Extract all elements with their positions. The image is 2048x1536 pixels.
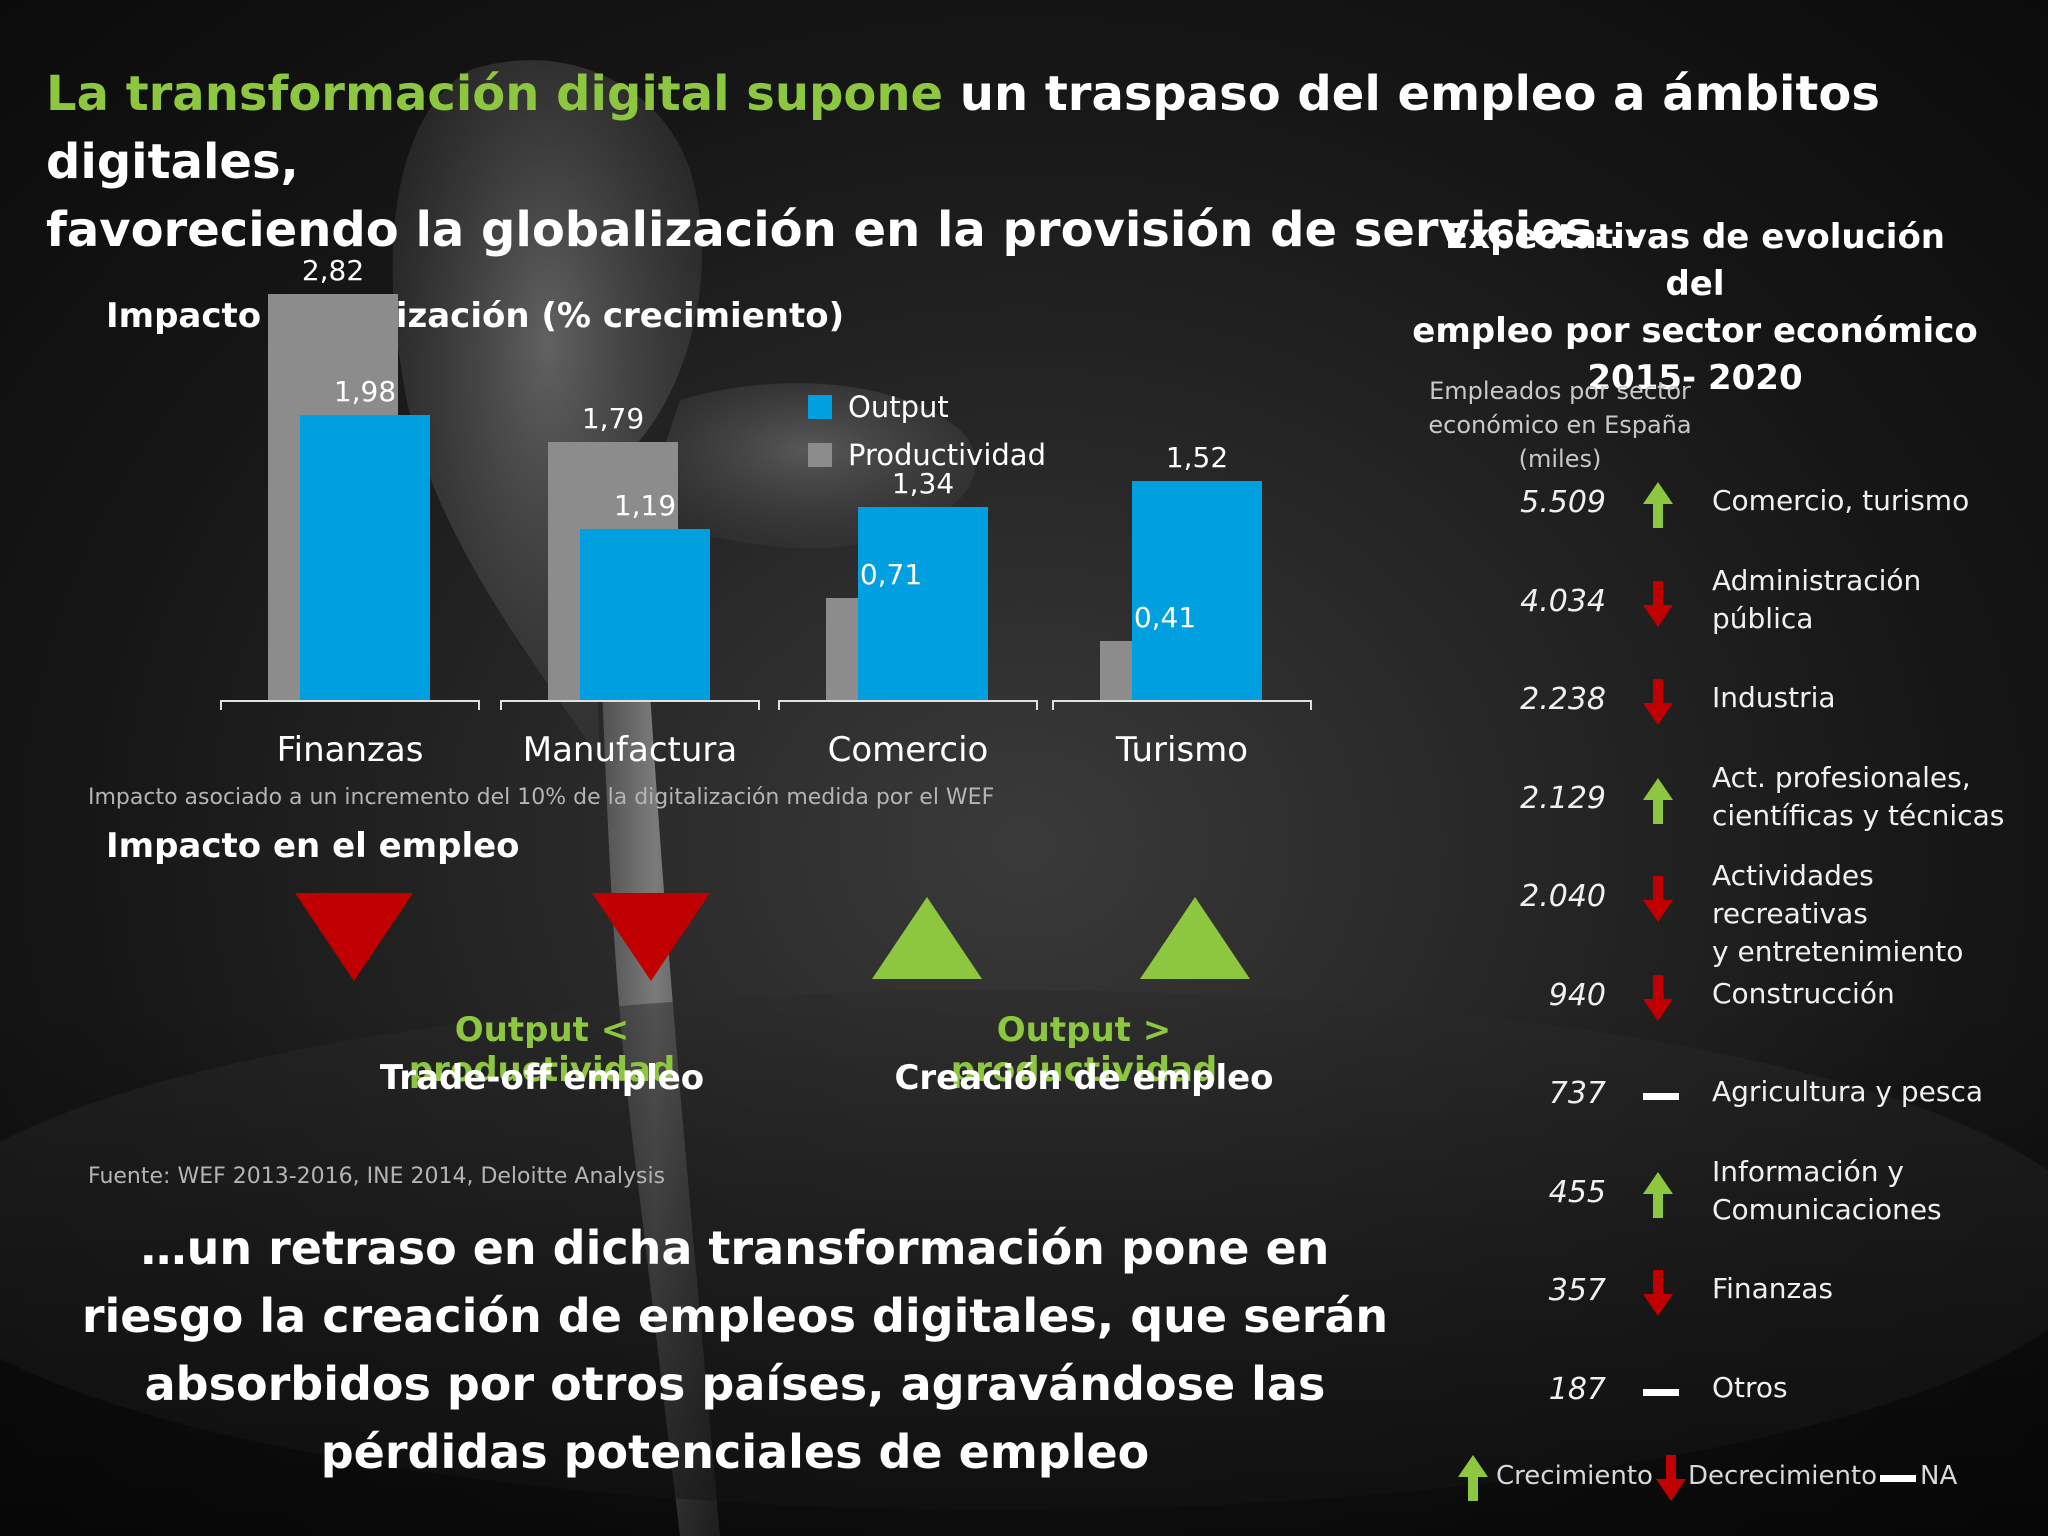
sector-label-line: Act. profesionales,: [1712, 760, 1971, 794]
trend-down-arrow-icon: [1643, 974, 1673, 1021]
legend-output-swatch: [808, 395, 832, 419]
right-panel-subtitle-line: económico en España: [1428, 411, 1692, 439]
sector-label-line: y entretenimiento: [1712, 935, 1964, 968]
sector-label-line: Construcción: [1712, 976, 1895, 1010]
trend-down-arrow-icon: [1643, 876, 1673, 922]
sector-employee-count: 455: [1548, 1174, 1606, 1210]
right-panel-title-line: empleo por sector económico: [1412, 311, 1978, 351]
sector-label: Actividades recreativas y entretenimiento: [1712, 857, 2032, 971]
decrease-triangle-finanzas: [295, 893, 413, 981]
right-panel-title: Expectativas de evolución del empleo por…: [1410, 214, 1980, 402]
right-panel-subtitle: Empleados por sector económico en España…: [1400, 374, 1720, 476]
legend-up-label: Crecimiento: [1496, 1461, 1653, 1491]
legend-down-label: Decrecimiento: [1688, 1461, 1878, 1491]
legend-na-label: NA: [1920, 1461, 1958, 1491]
tradeoff-condition: Output < productividad: [408, 1010, 676, 1090]
right-panel-subtitle-line: Empleados por sector: [1429, 377, 1691, 405]
legend-productividad-swatch: [808, 443, 832, 467]
legend-output: Output: [808, 390, 949, 424]
sector-label-line: Comunicaciones: [1712, 1192, 1942, 1226]
trend-na-dash-icon: [1643, 1093, 1679, 1100]
chart-note: Impacto asociado a un incremento del 10%…: [88, 785, 995, 810]
impacto-title: Impacto en el empleo: [106, 826, 520, 866]
sector-label: Finanzas: [1712, 1270, 2032, 1308]
sector-label: Administración pública: [1712, 562, 2032, 638]
sector-employee-count: 357: [1548, 1273, 1606, 1308]
trend-down-arrow-icon: [1643, 679, 1673, 725]
trend-up-arrow-icon: [1643, 1171, 1673, 1218]
sector-label: Construcción: [1712, 975, 2032, 1013]
sector-label: Act. profesionales, científicas y técnica…: [1712, 759, 2032, 835]
headline-line-1: La transformación digital supone un tras…: [46, 60, 1946, 196]
chart-title: Impacto digitalización (% crecimiento): [106, 296, 845, 336]
sector-label-line: Información y: [1712, 1154, 1904, 1188]
right-panel-title-line: Expectativas de evolución del: [1444, 217, 1946, 304]
sector-label: Comercio, turismo: [1712, 482, 2032, 520]
sector-label: Industria: [1712, 679, 2032, 717]
sector-label-line: Comercio, turismo: [1712, 484, 1970, 517]
sector-employee-count: 2.238: [1520, 682, 1606, 717]
legend-productividad-label: Productividad: [848, 438, 1046, 472]
right-panel-title-line: 2015- 2020: [1587, 358, 1803, 398]
sector-employee-count: 2.040: [1520, 879, 1606, 914]
page-headline: La transformación digital supone un tras…: [46, 60, 1946, 264]
sector-label: Agricultura y pesca: [1712, 1073, 2032, 1111]
sector-label: Otros: [1712, 1369, 2032, 1407]
legend-up-icon: [1458, 1455, 1488, 1501]
sector-label-line: Finanzas: [1712, 1272, 1833, 1305]
trend-up-arrow-icon: [1643, 777, 1673, 824]
sector-employee-count: 5.509: [1520, 485, 1606, 520]
trend-na-dash-icon: [1643, 1388, 1679, 1396]
sector-employee-count: 4.034: [1520, 583, 1606, 619]
sector-employee-count: 2.129: [1520, 780, 1606, 816]
tradeoff-label: Trade-off empleo: [379, 1058, 705, 1098]
legend-output-label: Output: [848, 390, 949, 424]
decrease-triangle-manufactura: [592, 893, 710, 981]
bottom-statement: …un retraso en dicha transformación pone…: [81, 1221, 1389, 1479]
sector-employee-count: 187: [1548, 1371, 1606, 1407]
legend-productividad: Productividad: [808, 438, 1046, 472]
trend-down-arrow-icon: [1643, 580, 1673, 627]
sector-employee-count: 940: [1548, 977, 1606, 1013]
sector-label-line: Actividades recreativas: [1712, 859, 1874, 930]
creation-label: Creación de empleo: [894, 1058, 1274, 1098]
legend-na-icon: [1880, 1475, 1916, 1482]
increase-triangle-comercio: [872, 897, 982, 979]
sector-label-line: científicas y técnicas: [1712, 798, 2005, 832]
sector-label: Información y Comunicaciones: [1712, 1153, 2032, 1229]
sector-label-line: Industria: [1712, 681, 1836, 714]
sector-label-line: Otros: [1712, 1370, 1788, 1404]
creation-condition: Output > productividad: [950, 1010, 1218, 1090]
sector-label-line: pública: [1712, 601, 1814, 635]
right-panel-subtitle-line: (miles): [1518, 445, 1602, 473]
source-note: Fuente: WEF 2013-2016, INE 2014, Deloitt…: [88, 1164, 666, 1189]
sector-label-line: Administración: [1712, 563, 1922, 597]
trend-up-arrow-icon: [1643, 482, 1673, 528]
increase-triangle-turismo: [1140, 897, 1250, 979]
sector-label-line: Agricultura y pesca: [1712, 1075, 1984, 1108]
headline-line-2: favoreciendo la globalización en la prov…: [46, 202, 1641, 258]
headline-highlight: La transformación digital supone: [46, 66, 944, 122]
sector-employee-count: 737: [1548, 1076, 1606, 1111]
legend-down-icon: [1656, 1455, 1686, 1501]
trend-down-arrow-icon: [1643, 1270, 1673, 1316]
headline-rest: un traspaso del empleo a ámbitos digital…: [46, 66, 1880, 190]
